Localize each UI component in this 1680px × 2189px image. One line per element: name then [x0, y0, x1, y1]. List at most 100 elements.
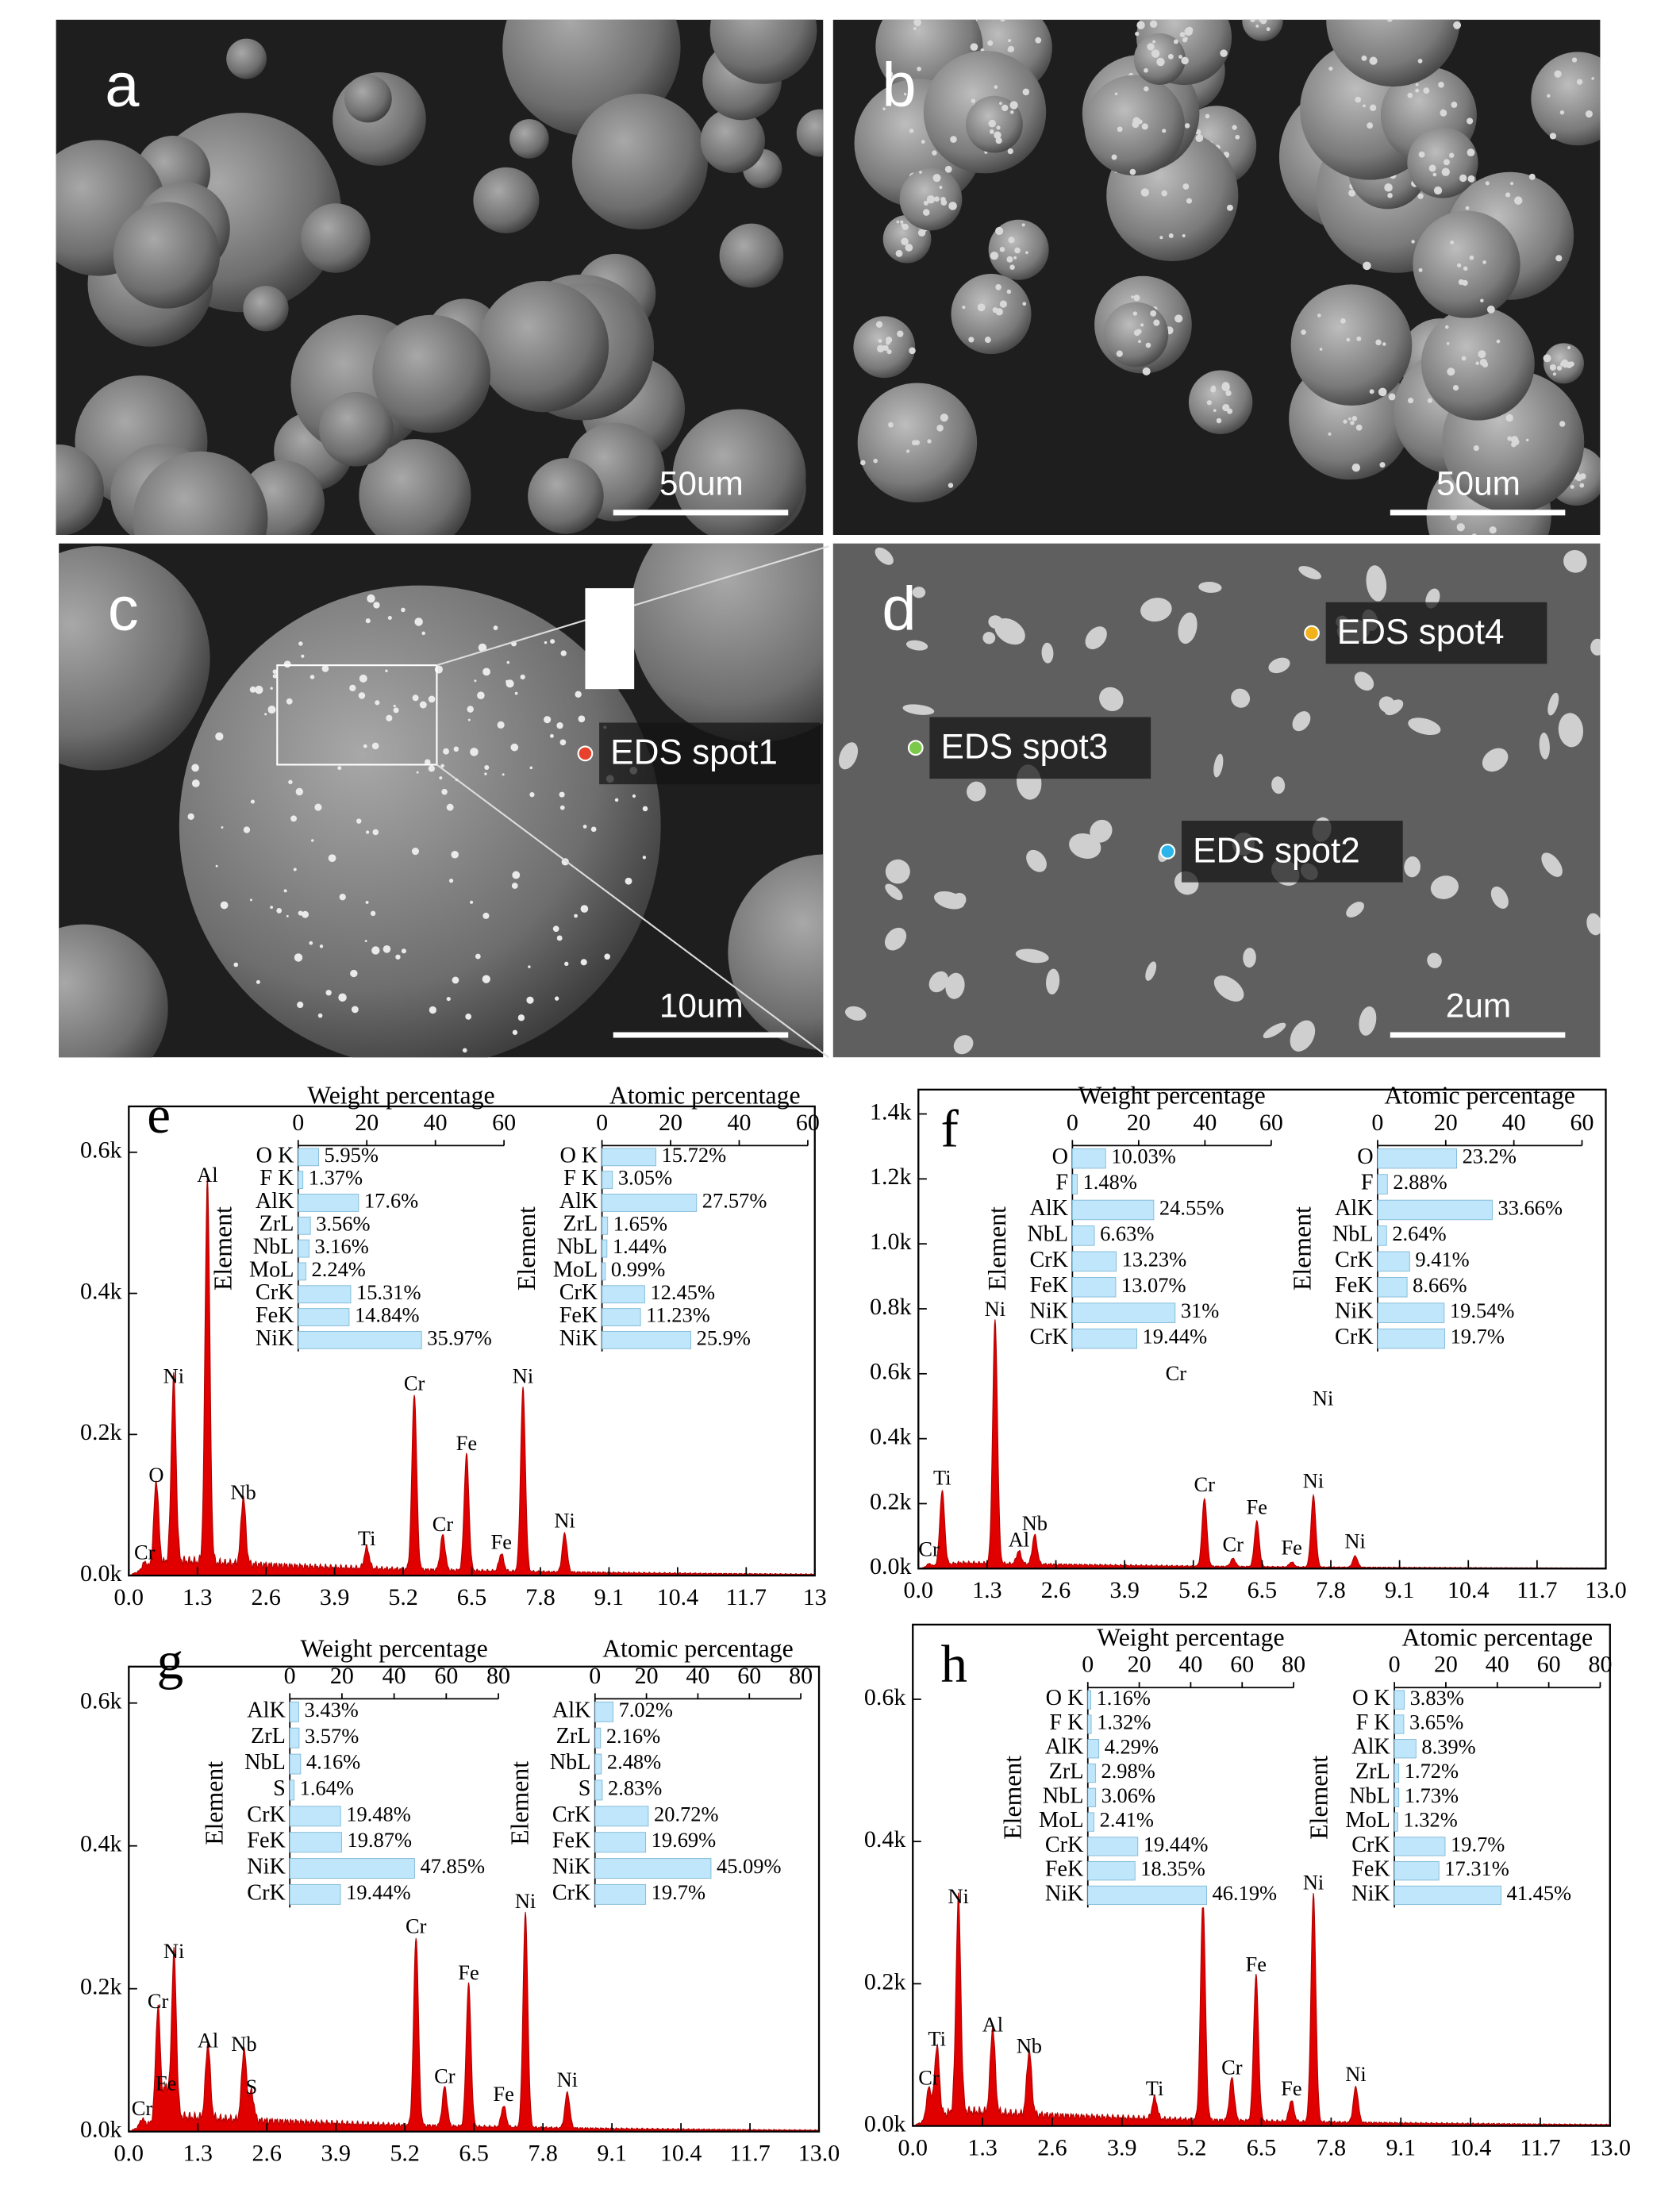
particle-texture — [1225, 390, 1232, 397]
value-label: 3.05% — [618, 1166, 672, 1190]
flake — [311, 839, 314, 842]
particle-texture — [1351, 416, 1358, 421]
peak-label: Nb — [1022, 1511, 1048, 1535]
flake — [512, 871, 521, 879]
particle-texture — [860, 460, 866, 466]
flake — [1213, 975, 1244, 1002]
flake — [243, 826, 251, 833]
x-tick-label: 9.1 — [597, 2141, 626, 2167]
inset-bar — [1071, 1251, 1117, 1272]
flake — [484, 765, 490, 771]
inset-bar — [602, 1216, 609, 1235]
flake — [614, 798, 619, 802]
particle-texture — [873, 458, 878, 464]
element-label: ZrL — [556, 1724, 591, 1749]
spot-label-box — [1325, 602, 1547, 664]
inset-bar — [1377, 1251, 1410, 1272]
particle-texture — [994, 132, 1001, 140]
y-tick-label: 0.0k — [864, 2110, 905, 2137]
inset-bar — [289, 1727, 300, 1749]
particle-texture — [1559, 421, 1566, 427]
element-label: O — [1357, 1145, 1373, 1169]
spectrum — [129, 1177, 816, 1576]
x-tick-label: 2.6 — [1037, 2134, 1067, 2160]
inset-bar — [289, 1832, 342, 1853]
inset-title: Atomic percentage — [1401, 1624, 1593, 1652]
inset-tick-label: 40 — [1502, 1110, 1526, 1136]
flake — [414, 617, 423, 626]
particle-texture — [1363, 261, 1371, 271]
flake — [272, 674, 278, 679]
spot-label: EDS spot3 — [941, 728, 1109, 767]
particle-texture — [1356, 336, 1362, 341]
flake — [514, 691, 518, 695]
value-label: 27.57% — [702, 1189, 767, 1213]
flake — [1140, 598, 1172, 622]
peak-label: S — [245, 2075, 257, 2099]
value-label: 19.7% — [652, 1880, 705, 1904]
particle-texture — [1361, 55, 1367, 61]
particle-texture — [940, 196, 946, 202]
particle-texture — [988, 119, 996, 128]
flake — [1085, 626, 1107, 650]
zoom-line — [436, 764, 830, 1059]
inset-tick-label: 80 — [789, 1663, 813, 1689]
particle-texture — [1151, 49, 1160, 58]
inset-bar — [1377, 1328, 1445, 1349]
particle — [133, 451, 268, 536]
value-label: 2.41% — [1100, 1808, 1154, 1832]
flake — [1482, 748, 1509, 772]
peak-label: Fe — [1247, 1495, 1267, 1518]
particle-texture — [1418, 151, 1425, 158]
flake — [967, 781, 986, 802]
particle-texture — [1456, 523, 1465, 532]
flake — [470, 900, 474, 904]
flake — [559, 805, 565, 810]
spot-label: EDS spot2 — [1193, 831, 1360, 870]
flake — [529, 792, 535, 798]
flake — [393, 707, 399, 714]
inset-bar — [602, 1308, 641, 1326]
particle-texture — [875, 321, 883, 328]
particle-texture — [1008, 39, 1012, 43]
y-tick-label: 0.4k — [80, 1278, 121, 1304]
flake — [465, 1014, 472, 1020]
peak-label: Cr — [406, 1914, 427, 1938]
flake — [885, 859, 910, 884]
inset-bar — [594, 1727, 602, 1749]
flake — [632, 794, 636, 798]
particle-texture — [1205, 113, 1210, 119]
inset-tick-label: 40 — [686, 1663, 709, 1689]
flake — [446, 996, 451, 1002]
y-tick-label: 0.4k — [870, 1424, 911, 1450]
particle-texture — [1375, 339, 1382, 346]
flake — [1346, 902, 1364, 918]
value-label: 12.45% — [650, 1280, 715, 1304]
flake — [272, 669, 278, 675]
particle-texture — [995, 226, 1004, 236]
peak-label: Ni — [1345, 2062, 1366, 2086]
particle-texture — [1428, 164, 1436, 172]
inset-tick-label: 60 — [1537, 1652, 1561, 1678]
flake — [383, 945, 391, 953]
particle-texture — [948, 202, 957, 210]
flake — [953, 1035, 974, 1055]
particle-texture — [1461, 356, 1467, 361]
particle-texture — [1576, 79, 1583, 85]
particle-texture — [1147, 43, 1155, 51]
particle-texture — [934, 196, 940, 202]
flake — [309, 941, 313, 945]
flake — [439, 776, 443, 780]
particle-texture — [1411, 240, 1415, 244]
flake — [1099, 687, 1124, 712]
peak-label: Cr — [404, 1371, 425, 1395]
x-tick-label: 10.4 — [1450, 2134, 1491, 2160]
y-tick-label: 1.4k — [870, 1098, 911, 1125]
flake — [1268, 657, 1290, 674]
value-label: 6.63% — [1100, 1221, 1154, 1245]
inset-bar — [1394, 1787, 1400, 1807]
element-label: NiK — [256, 1326, 294, 1351]
particle-texture — [1221, 382, 1230, 390]
